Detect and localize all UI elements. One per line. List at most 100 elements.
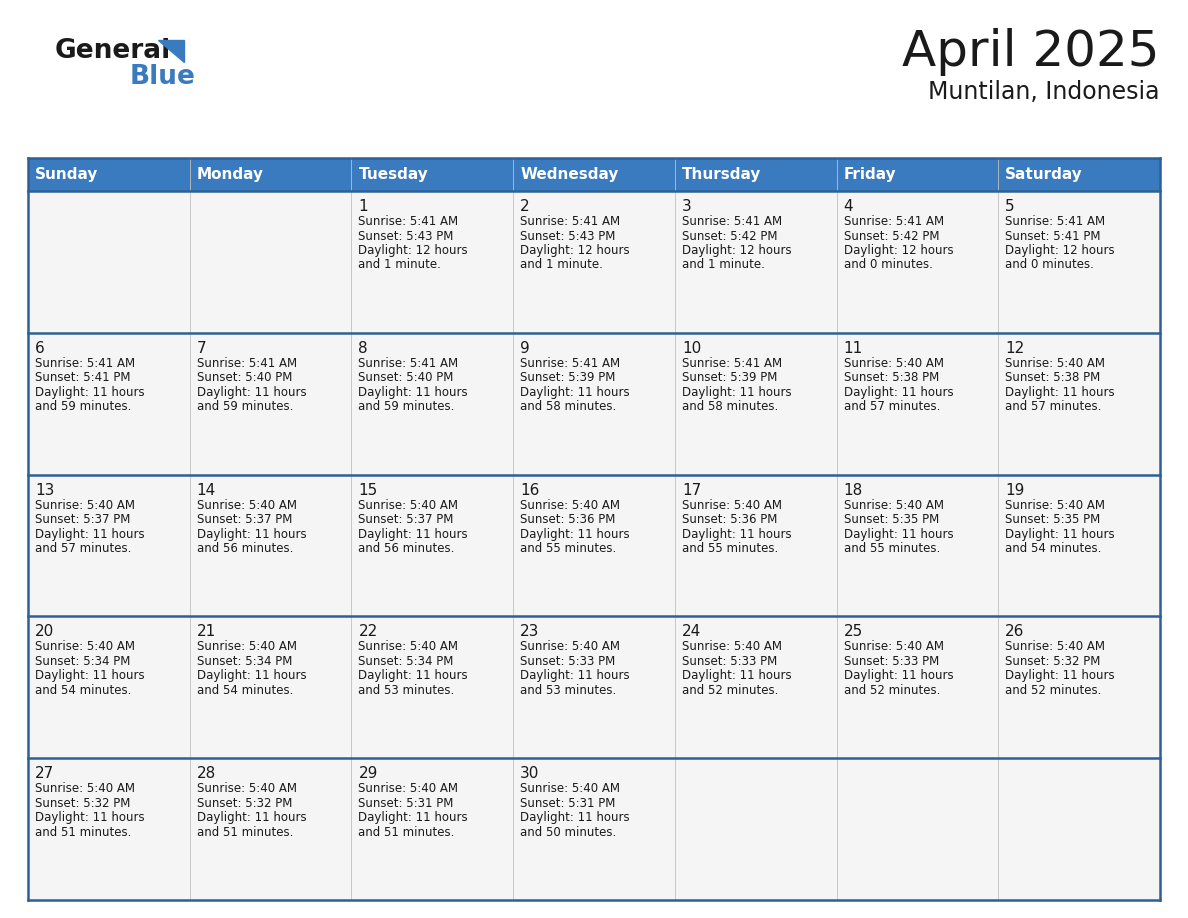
Text: Daylight: 12 hours: Daylight: 12 hours	[682, 244, 791, 257]
Text: 5: 5	[1005, 199, 1015, 214]
Text: and 53 minutes.: and 53 minutes.	[520, 684, 617, 697]
Text: 6: 6	[34, 341, 45, 356]
Text: Daylight: 11 hours: Daylight: 11 hours	[197, 528, 307, 541]
Text: 18: 18	[843, 483, 862, 498]
Text: 29: 29	[359, 767, 378, 781]
Text: and 50 minutes.: and 50 minutes.	[520, 825, 617, 839]
Text: Sunrise: 5:41 AM: Sunrise: 5:41 AM	[1005, 215, 1105, 228]
Text: Sunset: 5:35 PM: Sunset: 5:35 PM	[843, 513, 939, 526]
Text: and 51 minutes.: and 51 minutes.	[359, 825, 455, 839]
Text: Sunset: 5:38 PM: Sunset: 5:38 PM	[1005, 371, 1100, 385]
Text: Sunset: 5:42 PM: Sunset: 5:42 PM	[843, 230, 939, 242]
Text: Sunrise: 5:41 AM: Sunrise: 5:41 AM	[682, 357, 782, 370]
Text: 4: 4	[843, 199, 853, 214]
Bar	[513, 191, 675, 333]
Bar	[675, 333, 836, 475]
Text: Daylight: 12 hours: Daylight: 12 hours	[843, 244, 953, 257]
Text: Sunrise: 5:40 AM: Sunrise: 5:40 AM	[1005, 641, 1105, 654]
Bar	[998, 758, 1159, 900]
Text: Sunrise: 5:40 AM: Sunrise: 5:40 AM	[197, 641, 297, 654]
Bar	[836, 191, 998, 333]
Text: and 58 minutes.: and 58 minutes.	[682, 400, 778, 413]
Text: Sunrise: 5:40 AM: Sunrise: 5:40 AM	[682, 498, 782, 511]
Text: Sunrise: 5:40 AM: Sunrise: 5:40 AM	[843, 357, 943, 370]
Bar	[29, 758, 190, 900]
Text: Sunrise: 5:40 AM: Sunrise: 5:40 AM	[520, 641, 620, 654]
Text: Sunset: 5:34 PM: Sunset: 5:34 PM	[197, 655, 292, 668]
Text: Sunset: 5:32 PM: Sunset: 5:32 PM	[34, 797, 131, 810]
Text: 7: 7	[197, 341, 207, 356]
Text: and 57 minutes.: and 57 minutes.	[1005, 400, 1101, 413]
Text: 27: 27	[34, 767, 55, 781]
Text: 1: 1	[359, 199, 368, 214]
Text: Sunset: 5:31 PM: Sunset: 5:31 PM	[359, 797, 454, 810]
Bar	[675, 758, 836, 900]
Bar	[190, 333, 352, 475]
Text: Daylight: 12 hours: Daylight: 12 hours	[520, 244, 630, 257]
Text: Daylight: 11 hours: Daylight: 11 hours	[34, 669, 145, 682]
Text: Sunrise: 5:41 AM: Sunrise: 5:41 AM	[359, 215, 459, 228]
Text: and 1 minute.: and 1 minute.	[359, 259, 441, 272]
Bar	[836, 616, 998, 758]
Text: Blue: Blue	[129, 64, 196, 90]
Text: Sunset: 5:38 PM: Sunset: 5:38 PM	[843, 371, 939, 385]
Text: 9: 9	[520, 341, 530, 356]
Text: Sunset: 5:37 PM: Sunset: 5:37 PM	[197, 513, 292, 526]
Polygon shape	[158, 40, 184, 62]
Text: Sunset: 5:34 PM: Sunset: 5:34 PM	[34, 655, 131, 668]
Text: Daylight: 11 hours: Daylight: 11 hours	[520, 528, 630, 541]
Text: Sunrise: 5:40 AM: Sunrise: 5:40 AM	[34, 782, 135, 795]
Text: Sunrise: 5:40 AM: Sunrise: 5:40 AM	[34, 498, 135, 511]
Text: and 51 minutes.: and 51 minutes.	[34, 825, 132, 839]
Text: General: General	[55, 38, 171, 64]
Text: Saturday: Saturday	[1005, 167, 1083, 182]
Text: Sunset: 5:36 PM: Sunset: 5:36 PM	[682, 513, 777, 526]
Text: 20: 20	[34, 624, 55, 640]
Text: Sunset: 5:43 PM: Sunset: 5:43 PM	[359, 230, 454, 242]
Text: Daylight: 11 hours: Daylight: 11 hours	[34, 528, 145, 541]
Bar	[998, 333, 1159, 475]
Text: and 1 minute.: and 1 minute.	[520, 259, 604, 272]
Text: and 56 minutes.: and 56 minutes.	[197, 543, 293, 555]
Text: Sunset: 5:40 PM: Sunset: 5:40 PM	[359, 371, 454, 385]
Text: 10: 10	[682, 341, 701, 356]
Text: 19: 19	[1005, 483, 1025, 498]
Bar	[190, 758, 352, 900]
Bar	[352, 333, 513, 475]
Text: 11: 11	[843, 341, 862, 356]
Text: 13: 13	[34, 483, 55, 498]
Text: Sunrise: 5:40 AM: Sunrise: 5:40 AM	[843, 641, 943, 654]
Text: 3: 3	[682, 199, 691, 214]
Text: Sunrise: 5:41 AM: Sunrise: 5:41 AM	[682, 215, 782, 228]
Bar	[998, 475, 1159, 616]
Text: Sunset: 5:40 PM: Sunset: 5:40 PM	[197, 371, 292, 385]
Bar	[836, 758, 998, 900]
Bar	[998, 191, 1159, 333]
Text: and 55 minutes.: and 55 minutes.	[843, 543, 940, 555]
Text: 30: 30	[520, 767, 539, 781]
Text: Monday: Monday	[197, 167, 264, 182]
Bar	[29, 333, 190, 475]
Bar	[836, 333, 998, 475]
Text: Daylight: 11 hours: Daylight: 11 hours	[359, 528, 468, 541]
Text: 15: 15	[359, 483, 378, 498]
Text: Daylight: 11 hours: Daylight: 11 hours	[682, 386, 791, 398]
Text: Sunset: 5:32 PM: Sunset: 5:32 PM	[197, 797, 292, 810]
Text: and 54 minutes.: and 54 minutes.	[197, 684, 293, 697]
Text: Sunset: 5:41 PM: Sunset: 5:41 PM	[34, 371, 131, 385]
Text: 2: 2	[520, 199, 530, 214]
Text: 16: 16	[520, 483, 539, 498]
Text: Daylight: 11 hours: Daylight: 11 hours	[359, 386, 468, 398]
Text: April 2025: April 2025	[903, 28, 1159, 76]
Text: Sunset: 5:33 PM: Sunset: 5:33 PM	[520, 655, 615, 668]
Text: Sunrise: 5:40 AM: Sunrise: 5:40 AM	[359, 782, 459, 795]
Text: Daylight: 11 hours: Daylight: 11 hours	[520, 812, 630, 824]
Text: Daylight: 11 hours: Daylight: 11 hours	[197, 386, 307, 398]
Text: 21: 21	[197, 624, 216, 640]
Bar	[998, 616, 1159, 758]
Text: Sunrise: 5:40 AM: Sunrise: 5:40 AM	[520, 782, 620, 795]
Text: Daylight: 12 hours: Daylight: 12 hours	[359, 244, 468, 257]
Text: Sunset: 5:37 PM: Sunset: 5:37 PM	[34, 513, 131, 526]
Text: and 57 minutes.: and 57 minutes.	[843, 400, 940, 413]
Text: Sunset: 5:33 PM: Sunset: 5:33 PM	[682, 655, 777, 668]
